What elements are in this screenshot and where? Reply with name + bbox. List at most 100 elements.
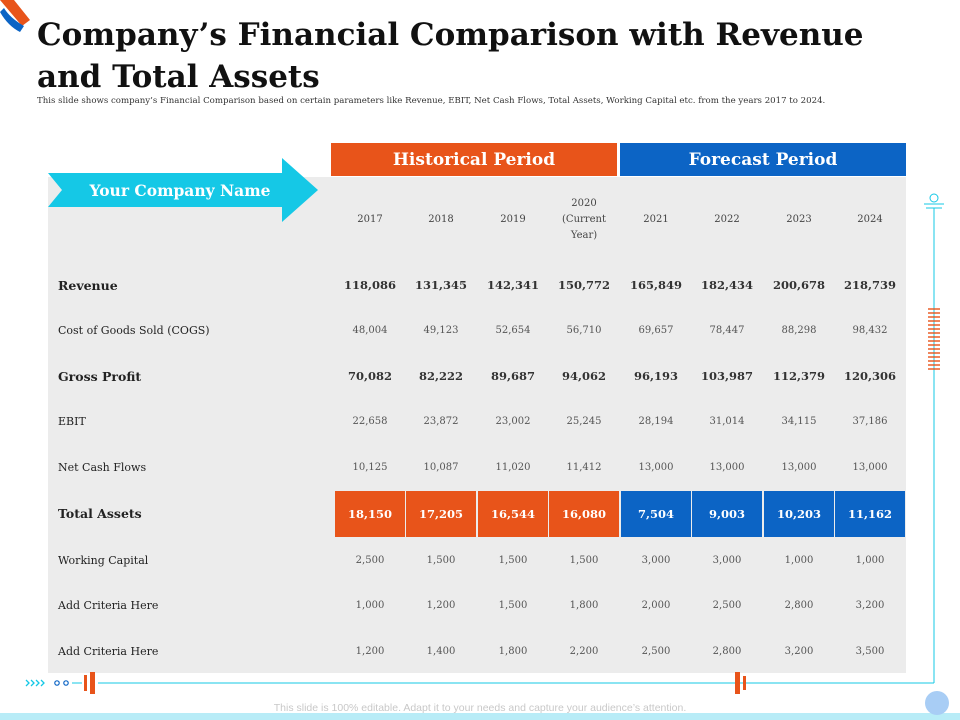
row-label-gross-profit: Gross Profit xyxy=(58,368,142,384)
table-cell: 103,987 xyxy=(700,369,753,383)
table-cell: 1,000 xyxy=(855,554,885,566)
table-cell: 13,000 xyxy=(781,461,817,473)
table-cell: 1,000 xyxy=(355,599,385,611)
table-cell: 10,125 xyxy=(352,461,388,473)
highlight-cell: 7,504 xyxy=(621,491,691,537)
company-arrow-shape xyxy=(48,158,318,222)
table-cell: 3,000 xyxy=(641,554,671,566)
table-cell: 31,014 xyxy=(709,415,745,427)
table-cell: 82,222 xyxy=(418,369,463,383)
table-cell: 118,086 xyxy=(343,278,396,292)
highlight-cell: 16,080 xyxy=(549,491,619,537)
corner-decoration xyxy=(0,0,30,32)
table-cell: 34,115 xyxy=(781,415,817,427)
row-label-total-assets: Total Assets xyxy=(58,505,142,521)
table-cell: 70,082 xyxy=(347,369,392,383)
table-cell: 23,002 xyxy=(495,415,531,427)
table-background xyxy=(48,177,906,673)
table-cell: 1,200 xyxy=(355,645,385,657)
year-header: 2023 xyxy=(786,214,812,225)
table-cell: 23,872 xyxy=(423,415,459,427)
table-cell: 150,772 xyxy=(557,278,610,292)
table-cell: 2,800 xyxy=(784,599,814,611)
table-cell: 69,657 xyxy=(638,324,674,336)
footer-note: This slide is 100% editable. Adapt it to… xyxy=(273,702,687,714)
row-label-working-capital: Working Capital xyxy=(58,553,149,567)
table-cell: 56,710 xyxy=(566,324,602,336)
highlight-cell: 9,003 xyxy=(692,491,762,537)
year-header: 2017 xyxy=(357,214,383,225)
table-cell: 89,687 xyxy=(490,369,535,383)
row-label-criteria: Add Criteria Here xyxy=(58,598,159,612)
table-cell: 1,500 xyxy=(498,554,528,566)
highlight-cell: 17,205 xyxy=(406,491,476,537)
table-cell: 37,186 xyxy=(852,415,888,427)
table-cell: 2,500 xyxy=(641,645,671,657)
row-label-ebit: EBIT xyxy=(58,414,86,428)
table-cell: 218,739 xyxy=(843,278,896,292)
table-cell: 13,000 xyxy=(709,461,745,473)
table-cell: 1,800 xyxy=(569,599,599,611)
highlight-cell: 16,544 xyxy=(478,491,548,537)
table-cell: 13,000 xyxy=(638,461,674,473)
table-cell: 25,245 xyxy=(566,415,602,427)
table-cell: 1,000 xyxy=(784,554,814,566)
historical-period-header: Historical Period xyxy=(331,143,617,176)
highlight-cell: 11,162 xyxy=(835,491,905,537)
table-cell: 182,434 xyxy=(700,278,753,292)
table-cell: 3,200 xyxy=(784,645,814,657)
highlight-cell: 10,203 xyxy=(764,491,834,537)
table-cell: 3,200 xyxy=(855,599,885,611)
year-header: 2020 (Current Year) xyxy=(562,198,606,241)
table-cell: 2,200 xyxy=(569,645,599,657)
highlight-cell: 18,150 xyxy=(335,491,405,537)
table-cell: 78,447 xyxy=(709,324,745,336)
table-cell: 120,306 xyxy=(843,369,896,383)
table-cell: 1,500 xyxy=(569,554,599,566)
table-cell: 2,500 xyxy=(355,554,385,566)
year-header: 2022 xyxy=(714,214,740,225)
year-header: 2019 xyxy=(500,214,526,225)
table-cell: 131,345 xyxy=(414,278,467,292)
table-cell: 94,062 xyxy=(561,369,606,383)
table-cell: 2,500 xyxy=(712,599,742,611)
table-cell: 1,800 xyxy=(498,645,528,657)
decorative-circle xyxy=(925,691,949,715)
table-cell: 13,000 xyxy=(852,461,888,473)
table-cell: 22,658 xyxy=(352,415,388,427)
year-header: 2021 xyxy=(643,214,669,225)
table-cell: 1,500 xyxy=(498,599,528,611)
table-cell: 165,849 xyxy=(629,278,682,292)
table-cell: 2,000 xyxy=(641,599,671,611)
row-label-net-cash-flows: Net Cash Flows xyxy=(58,460,147,474)
year-header: 2018 xyxy=(428,214,454,225)
table-cell: 2,800 xyxy=(712,645,742,657)
table-cell: 28,194 xyxy=(638,415,674,427)
table-cell: 1,400 xyxy=(426,645,456,657)
table-cell: 11,412 xyxy=(566,461,602,473)
table-cell: 52,654 xyxy=(495,324,531,336)
table-cell: 3,500 xyxy=(855,645,885,657)
bottom-bar xyxy=(0,713,960,720)
table-cell: 10,087 xyxy=(423,461,459,473)
table-cell: 1,200 xyxy=(426,599,456,611)
row-label-cogs: Cost of Goods Sold (COGS) xyxy=(58,323,210,337)
year-header: 2024 xyxy=(857,214,883,225)
forecast-period-header: Forecast Period xyxy=(620,143,906,176)
table-cell: 48,004 xyxy=(352,324,388,336)
row-label-criteria: Add Criteria Here xyxy=(58,644,159,658)
page-title: Company’s Financial Comparison with Reve… xyxy=(37,17,864,95)
table-cell: 49,123 xyxy=(423,324,459,336)
company-name-label: Your Company Name xyxy=(89,180,271,200)
row-label-revenue: Revenue xyxy=(58,277,118,293)
table-cell: 142,341 xyxy=(486,278,539,292)
table-cell: 11,020 xyxy=(495,461,531,473)
table-cell: 3,000 xyxy=(712,554,742,566)
table-cell: 96,193 xyxy=(633,369,678,383)
table-cell: 88,298 xyxy=(781,324,817,336)
table-cell: 200,678 xyxy=(772,278,825,292)
table-cell: 1,500 xyxy=(426,554,456,566)
table-cell: 112,379 xyxy=(772,369,825,383)
table-cell: 98,432 xyxy=(852,324,888,336)
